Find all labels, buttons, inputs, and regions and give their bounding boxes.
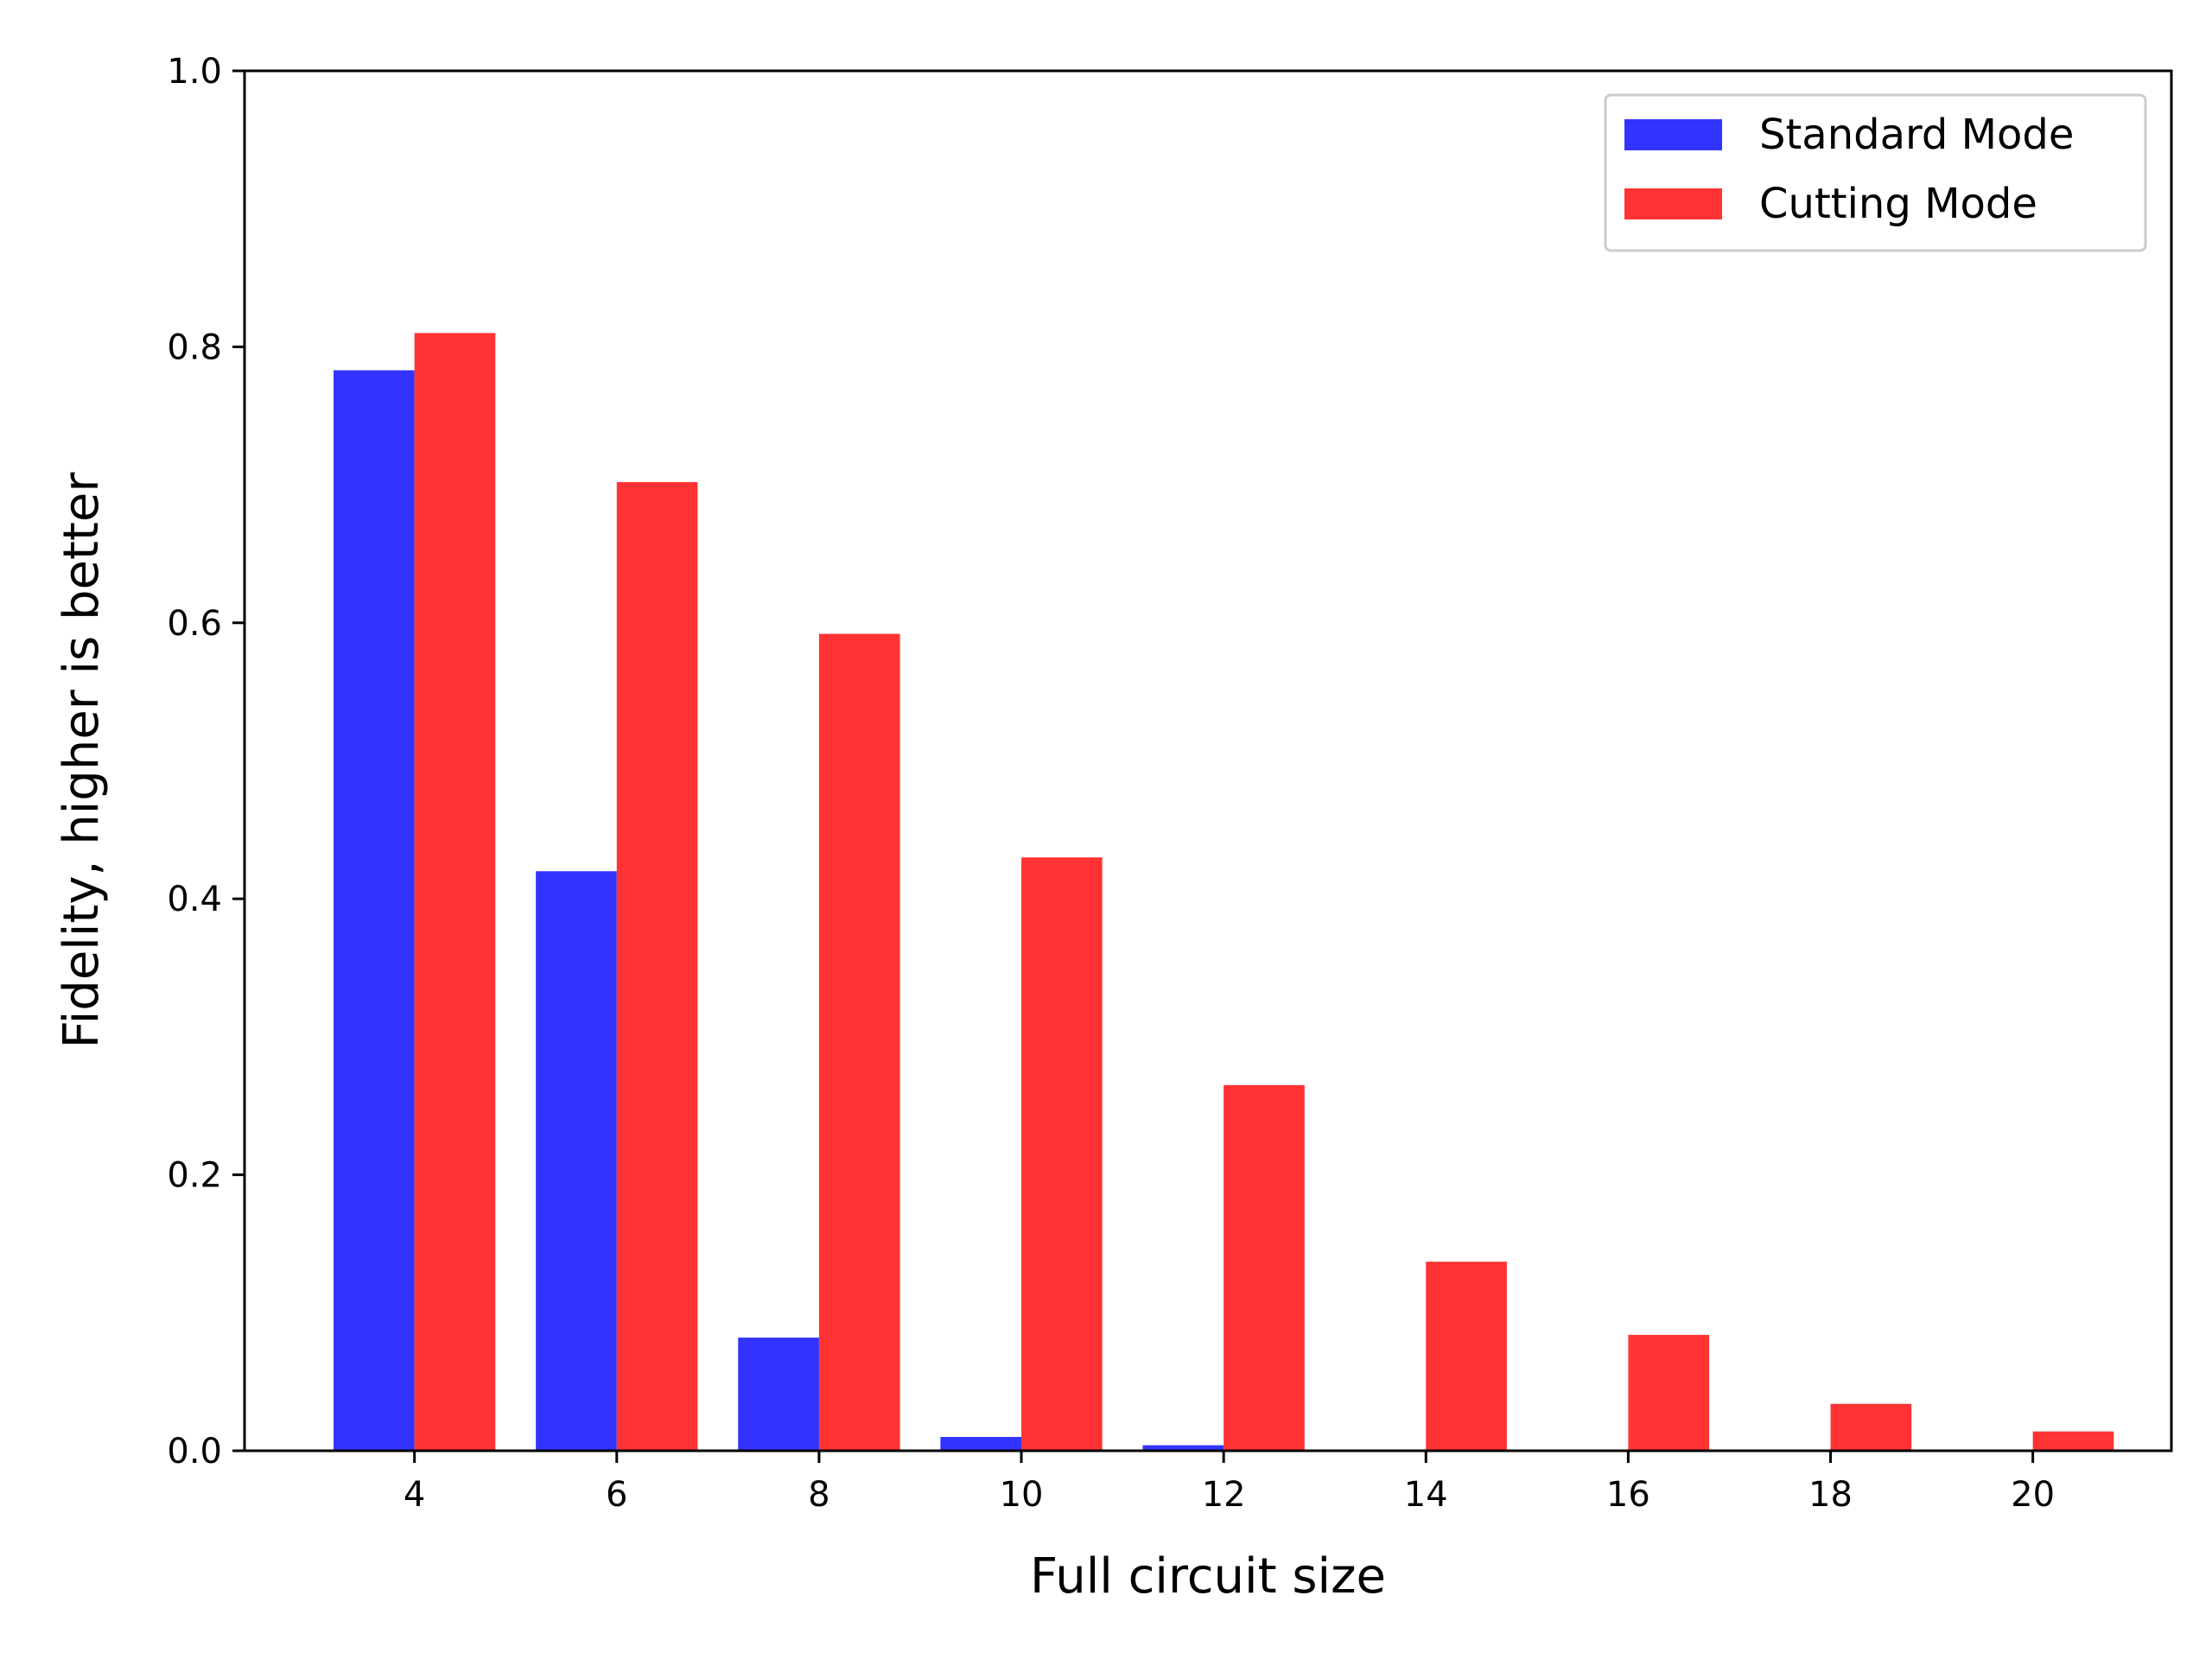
y-tick-label: 0.8 [167,327,222,367]
bars-group [334,333,2114,1452]
y-tick-label: 1.0 [167,52,222,92]
bar-standard-10 [940,1437,1022,1451]
y-axis: 0.0 0.2 0.4 0.6 0.8 1.0 [167,52,245,1471]
bar-cutting-4 [414,333,496,1452]
plot-frame [243,69,2173,1452]
bar-cutting-18 [1830,1403,1912,1451]
x-tick-label: 6 [606,1475,627,1515]
y-axis-title: Fidelity, higher is better [54,472,110,1049]
x-tick-label: 20 [2011,1475,2055,1515]
bar-cutting-14 [1426,1262,1507,1451]
legend-frame [1604,93,2147,252]
y-tick-label: 0.4 [167,880,222,919]
x-tick-label: 8 [808,1475,830,1515]
legend-swatch-standard [1624,119,1722,150]
bar-cutting-12 [1224,1084,1305,1451]
bar-cutting-10 [1021,857,1103,1451]
x-tick-label: 4 [404,1475,425,1515]
bar-standard-6 [536,871,617,1451]
bar-cutting-6 [616,481,698,1451]
x-tick-label: 16 [1606,1475,1650,1515]
y-tick-label: 0.2 [167,1156,222,1196]
y-tick-label: 0.0 [167,1432,222,1471]
legend-swatch-cutting [1624,188,1722,219]
x-tick-label: 10 [1000,1475,1044,1515]
legend-label-standard: Standard Mode [1759,111,2074,159]
bar-cutting-20 [2032,1431,2114,1451]
bar-standard-12 [1142,1445,1224,1451]
x-axis-title: Full circuit size [1030,1548,1386,1605]
bar-standard-4 [334,370,415,1451]
x-tick-label: 12 [1202,1475,1246,1515]
bar-cutting-8 [818,633,900,1451]
x-tick-label: 14 [1404,1475,1448,1515]
legend-label-cutting: Cutting Mode [1759,180,2037,228]
bar-standard-8 [738,1338,819,1451]
bar-cutting-16 [1628,1334,1710,1451]
legend: Standard Mode Cutting Mode [1604,93,2147,252]
y-tick-label: 0.6 [167,604,222,644]
x-tick-label: 18 [1808,1475,1853,1515]
x-axis: 4 6 8 10 12 14 16 18 20 [404,1451,2055,1515]
